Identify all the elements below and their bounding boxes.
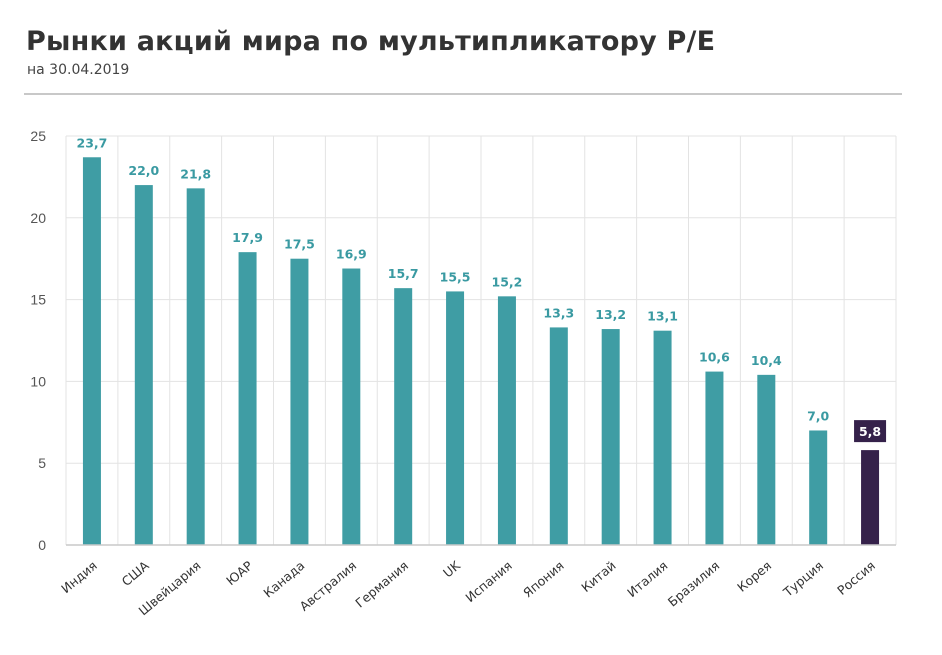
bar (497, 296, 516, 545)
value-label: 22,0 (128, 163, 159, 178)
bar (601, 329, 620, 545)
bar (238, 252, 257, 545)
value-label: 23,7 (77, 135, 108, 150)
value-label: 17,5 (284, 237, 315, 252)
y-tick-label: 20 (30, 210, 46, 226)
y-axis: 0 5 10 15 20 25 (30, 128, 46, 553)
x-tick-label: Китай (578, 558, 618, 595)
chart-subtitle: на 30.04.2019 (27, 62, 130, 78)
x-tick-label: Канада (260, 558, 307, 601)
x-tick-label: UK (440, 557, 464, 580)
bars (82, 157, 880, 546)
x-tick-label: Россия (834, 558, 878, 598)
value-label: 7,0 (807, 408, 829, 423)
bar (809, 430, 828, 545)
x-tick-label: Германия (352, 558, 411, 611)
bar (549, 327, 568, 545)
x-tick-label: Япония (520, 558, 567, 601)
x-tick-label: США (119, 558, 152, 589)
bar (446, 291, 465, 545)
y-tick-label: 0 (38, 537, 46, 553)
x-tick-label: Турция (780, 558, 827, 600)
value-label: 15,5 (440, 269, 471, 284)
value-label: 17,9 (232, 230, 263, 245)
bar (394, 288, 413, 545)
bar-highlight (861, 450, 880, 545)
y-tick-label: 10 (30, 373, 46, 389)
value-label: 13,1 (647, 309, 678, 324)
x-tick-label: ЮАР (223, 558, 256, 589)
chart-title: Рынки акций мира по мультипликатору P/E (26, 26, 716, 57)
value-label: 15,7 (388, 266, 419, 281)
bar (653, 330, 672, 545)
bar (342, 268, 361, 545)
bar (186, 188, 205, 546)
y-tick-label: 5 (38, 455, 46, 471)
value-label: 21,8 (180, 166, 211, 181)
value-label: 10,4 (751, 353, 782, 368)
bar (134, 185, 153, 545)
bar (705, 371, 724, 545)
value-label: 13,2 (595, 307, 626, 322)
x-tick-label: Корея (734, 558, 774, 595)
y-tick-label: 15 (30, 292, 46, 308)
value-label: 13,3 (543, 305, 574, 320)
x-tick-label: Бразилия (665, 558, 723, 610)
bar (82, 157, 101, 545)
x-tick-label: Австралия (297, 558, 360, 614)
value-labels: 23,7 22,0 21,8 17,9 17,5 16,9 15,7 15,5 15,2 13,3… (77, 135, 887, 443)
x-tick-label: Италия (624, 558, 670, 600)
value-label-box (854, 420, 887, 443)
bar (290, 258, 309, 545)
value-label: 5,8 (859, 424, 881, 439)
value-label: 10,6 (699, 350, 730, 365)
value-label: 16,9 (336, 247, 367, 262)
value-label: 15,2 (492, 274, 523, 289)
x-tick-label: Испания (462, 558, 514, 605)
bar (757, 374, 776, 545)
title-divider (24, 93, 902, 95)
y-tick-label: 25 (30, 128, 46, 144)
x-tick-label: Индия (58, 558, 100, 596)
